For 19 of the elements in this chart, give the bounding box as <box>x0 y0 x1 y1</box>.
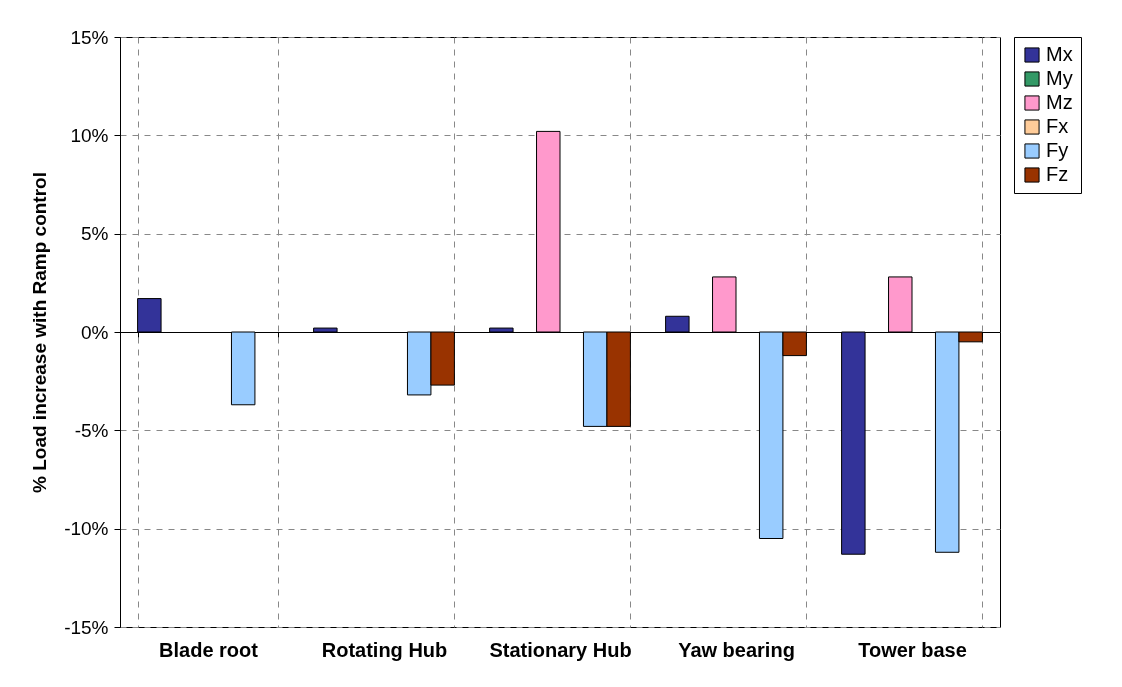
x-tick-label: Yaw bearing <box>678 638 795 661</box>
x-tick-label: Blade root <box>159 638 259 661</box>
legend-label: My <box>1046 67 1073 89</box>
legend-label: Fy <box>1046 139 1069 161</box>
y-tick-label: -5% <box>74 419 109 441</box>
legend-label: Fx <box>1046 115 1069 137</box>
x-tick-label: Stationary Hub <box>489 638 632 661</box>
y-axis-title: % Load increase with Ramp control <box>29 172 51 493</box>
x-tick-label: Tower base <box>858 638 967 661</box>
y-tick-label: -15% <box>64 616 109 638</box>
y-tick-label: 0% <box>81 321 109 343</box>
y-tick-label: 10% <box>70 124 109 146</box>
y-tick-label: -10% <box>64 518 109 540</box>
legend-label: Mx <box>1046 43 1073 65</box>
y-tick-label: 5% <box>81 223 109 245</box>
legend-label: Mz <box>1046 91 1073 113</box>
y-tick-label: 15% <box>70 26 109 48</box>
legend-label: Fz <box>1046 163 1069 185</box>
x-tick-label: Rotating Hub <box>321 638 448 661</box>
